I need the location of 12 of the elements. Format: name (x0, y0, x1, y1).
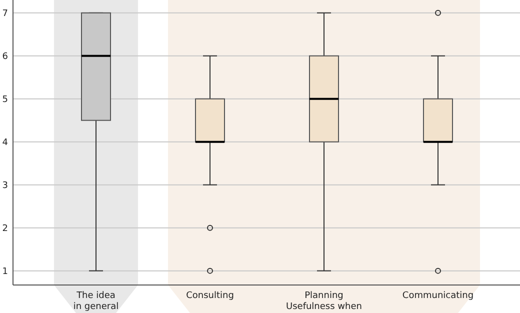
y-tick-label: 4 (2, 138, 8, 148)
y-tick-label: 6 (2, 52, 8, 62)
y-tick-label: 1 (2, 266, 8, 277)
y-tick-label: 2 (2, 224, 8, 234)
x-axis-title: Usefulness when (286, 302, 362, 312)
x-tick-label: Communicating (402, 291, 474, 301)
x-tick-label: Consulting (186, 291, 234, 301)
y-tick-label: 7 (2, 9, 8, 20)
x-tick-label: The idea in general (73, 291, 119, 312)
x-tick-label: Planning (304, 291, 344, 301)
y-tick-label: 5 (2, 95, 8, 106)
y-tick-label: 3 (2, 180, 8, 191)
